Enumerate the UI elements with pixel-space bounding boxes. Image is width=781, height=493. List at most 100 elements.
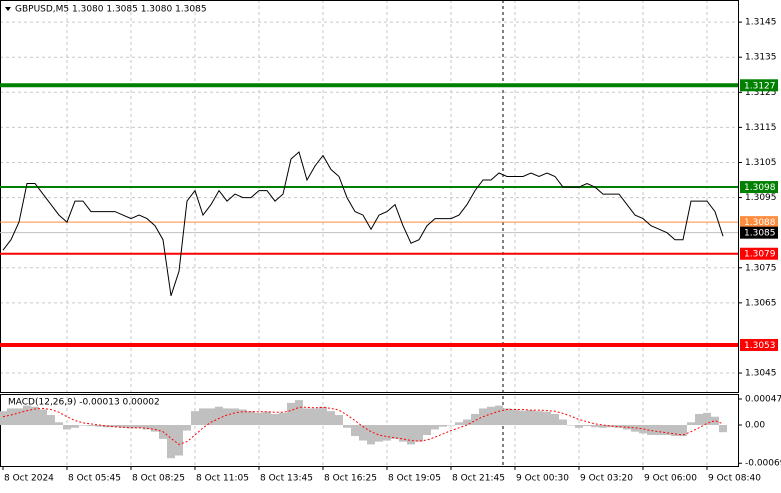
signal-line — [2, 406, 724, 445]
macd-bar — [647, 425, 655, 435]
macd-bar — [7, 408, 15, 426]
macd-bar — [423, 425, 431, 435]
level-label: 1.3053 — [744, 341, 776, 351]
macd-bar — [559, 419, 567, 426]
macd-bar — [383, 425, 391, 441]
macd-bar — [311, 408, 319, 426]
macd-bar — [399, 425, 407, 442]
y-tick-label: 0.00 — [745, 421, 765, 431]
macd-bar — [351, 425, 359, 437]
macd-panel-frame — [0, 394, 739, 467]
macd-bar — [631, 425, 639, 432]
macd-bar — [127, 425, 135, 429]
level-label: 1.3127 — [744, 81, 776, 91]
macd-bar — [199, 408, 207, 426]
macd-bar — [439, 425, 447, 427]
macd-bar — [687, 422, 695, 426]
macd-bar — [495, 405, 503, 426]
macd-bar — [39, 409, 47, 426]
macd-bar — [455, 422, 463, 426]
x-tick-label: 8 Oct 11:05 — [196, 474, 249, 484]
macd-bar — [319, 406, 327, 426]
level-label-box — [740, 338, 778, 351]
macd-bar — [167, 425, 175, 459]
macd-bar — [295, 400, 303, 426]
macd-bar — [247, 411, 255, 426]
macd-bar — [0, 411, 7, 426]
y-tick-label: 1.3095 — [745, 193, 777, 203]
x-tick-label: 8 Oct 08:25 — [132, 474, 185, 484]
x-tick-label: 8 Oct 2024 — [4, 474, 54, 484]
macd-bar — [63, 425, 71, 430]
x-tick-label: 9 Oct 08:40 — [708, 474, 761, 484]
macd-bar — [335, 415, 343, 426]
macd-bar — [231, 408, 239, 426]
macd-bar — [175, 425, 183, 456]
macd-bar — [615, 425, 623, 428]
macd-bar — [391, 425, 399, 439]
level-label-box — [740, 247, 778, 260]
macd-bar — [607, 425, 615, 428]
macd-bar — [279, 412, 287, 426]
y-tick-label: 1.3145 — [745, 18, 777, 28]
y-tick-label: 1.3135 — [745, 53, 777, 63]
macd-bar — [471, 413, 479, 426]
y-tick-label: 0.00047 — [745, 394, 781, 404]
macd-bar — [535, 411, 543, 426]
macd-bar — [207, 408, 215, 426]
macd-bar — [551, 413, 559, 426]
macd-bar — [663, 425, 671, 435]
macd-bar — [223, 408, 231, 426]
macd-bar — [583, 425, 591, 427]
macd-bar — [719, 425, 727, 433]
macd-bar — [447, 425, 455, 426]
level-label-box — [740, 181, 778, 194]
macd-bar — [135, 425, 143, 429]
macd-bar — [47, 415, 55, 426]
macd-bar — [431, 425, 439, 430]
level-label: 1.3098 — [744, 183, 776, 193]
chart-title: GBPUSD,M5 1.3080 1.3085 1.3080 1.3085 — [15, 5, 207, 15]
macd-bar — [567, 425, 575, 426]
macd-bar — [367, 425, 375, 445]
y-tick-label: -0.00069 — [745, 459, 781, 469]
macd-bar — [375, 425, 383, 442]
price-line — [2, 151, 724, 296]
macd-bar — [303, 408, 311, 426]
macd-bar — [487, 406, 495, 426]
y-tick-label: 1.3115 — [745, 123, 777, 133]
macd-bar — [71, 425, 79, 428]
macd-bar — [503, 408, 511, 426]
y-tick-label: 1.3125 — [745, 88, 777, 98]
macd-bar — [15, 408, 23, 426]
macd-bar — [263, 411, 271, 426]
macd-bar — [543, 411, 551, 426]
macd-bar — [143, 425, 151, 430]
macd-bar — [591, 425, 599, 428]
macd-bar — [239, 409, 247, 426]
level-label: 1.3079 — [744, 250, 776, 260]
macd-bar — [287, 402, 295, 426]
macd-bar — [31, 406, 39, 426]
level-label-box — [740, 79, 778, 92]
x-tick-label: 9 Oct 00:30 — [516, 474, 569, 484]
y-tick-label: 1.3075 — [745, 263, 777, 273]
x-tick-label: 9 Oct 06:00 — [644, 474, 697, 484]
macd-bar — [415, 425, 423, 442]
macd-bar — [271, 413, 279, 426]
level-label-box — [740, 216, 778, 229]
macd-bar — [695, 413, 703, 426]
menu-arrow — [5, 7, 11, 11]
macd-bar — [95, 425, 103, 427]
macd-bar — [23, 405, 31, 426]
macd-bar — [183, 425, 191, 431]
macd-bar — [671, 425, 679, 437]
level-label-box — [740, 226, 778, 239]
level-label: 1.3088 — [744, 218, 776, 228]
macd-bar — [407, 425, 415, 445]
price-panel-frame — [0, 0, 739, 393]
macd-bar — [711, 416, 719, 426]
macd-bar — [191, 411, 199, 426]
macd-bar — [575, 425, 583, 428]
